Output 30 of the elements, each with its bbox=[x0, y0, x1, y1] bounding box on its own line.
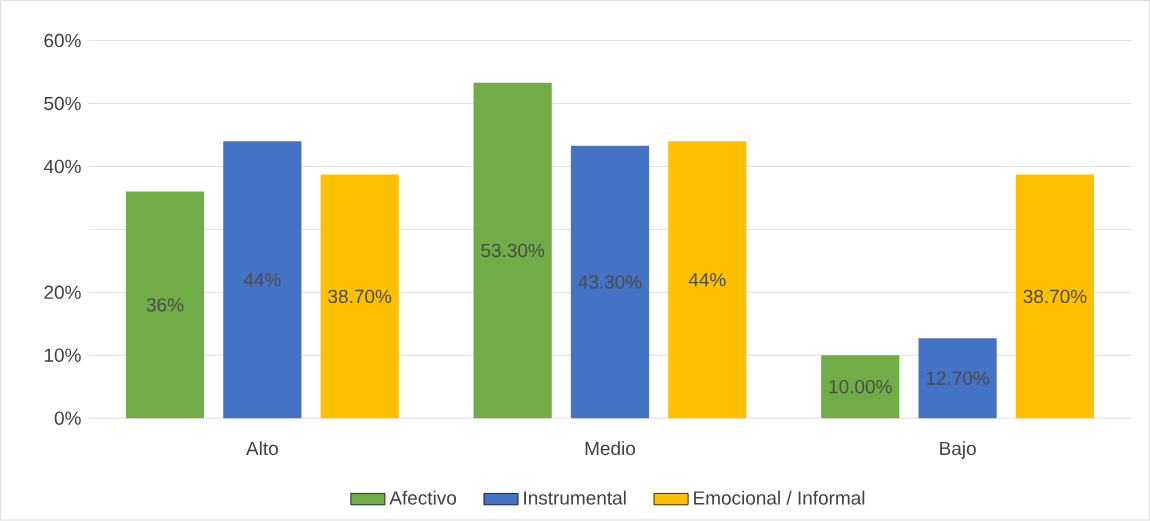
data-label: 44% bbox=[688, 273, 726, 287]
legend-label: Instrumental bbox=[524, 490, 626, 505]
x-tick-label: Medio bbox=[585, 441, 636, 456]
x-tick-label: Alto bbox=[246, 441, 278, 456]
data-label: 12.70% bbox=[926, 371, 990, 386]
y-tick-label: 40% bbox=[43, 159, 81, 174]
bar bbox=[668, 141, 747, 419]
data-label: 36% bbox=[146, 298, 184, 312]
bar bbox=[125, 191, 205, 419]
bar bbox=[570, 145, 650, 419]
bar bbox=[918, 338, 997, 419]
legend-label: Emocional / Informal bbox=[694, 490, 865, 505]
y-tick-label: 10% bbox=[44, 348, 81, 363]
data-label: 53.30% bbox=[481, 243, 545, 258]
data-label: 38.70% bbox=[328, 289, 392, 304]
data-label: 43.30% bbox=[578, 275, 642, 289]
bar bbox=[1015, 174, 1095, 419]
bar bbox=[473, 82, 552, 419]
y-tick-label: 60% bbox=[44, 34, 81, 48]
data-label: 44% bbox=[243, 273, 281, 287]
data-label: 38.70% bbox=[1023, 289, 1087, 304]
y-tick-label: 0% bbox=[54, 411, 81, 426]
bar bbox=[223, 141, 302, 419]
bar bbox=[821, 355, 900, 419]
data-label: 10.00% bbox=[829, 380, 892, 394]
x-tick-label: Bajo bbox=[940, 441, 976, 460]
y-tick-label: 20% bbox=[44, 285, 81, 300]
legend-label: Afectivo bbox=[389, 490, 457, 505]
bar bbox=[320, 174, 399, 419]
y-tick-label: 50% bbox=[44, 96, 81, 111]
